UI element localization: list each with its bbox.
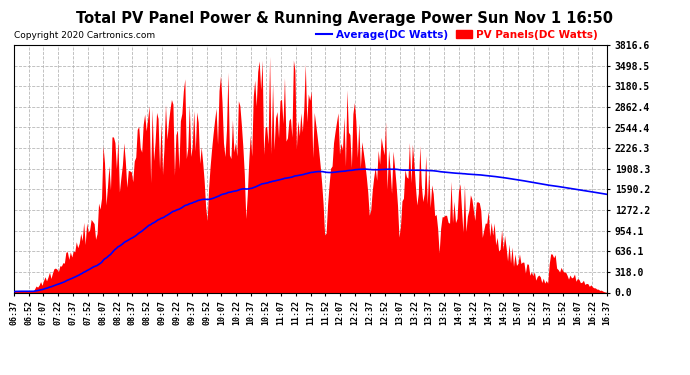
- Legend: Average(DC Watts), PV Panels(DC Watts): Average(DC Watts), PV Panels(DC Watts): [312, 26, 602, 44]
- Text: Total PV Panel Power & Running Average Power Sun Nov 1 16:50: Total PV Panel Power & Running Average P…: [77, 11, 613, 26]
- Text: Copyright 2020 Cartronics.com: Copyright 2020 Cartronics.com: [14, 32, 155, 40]
